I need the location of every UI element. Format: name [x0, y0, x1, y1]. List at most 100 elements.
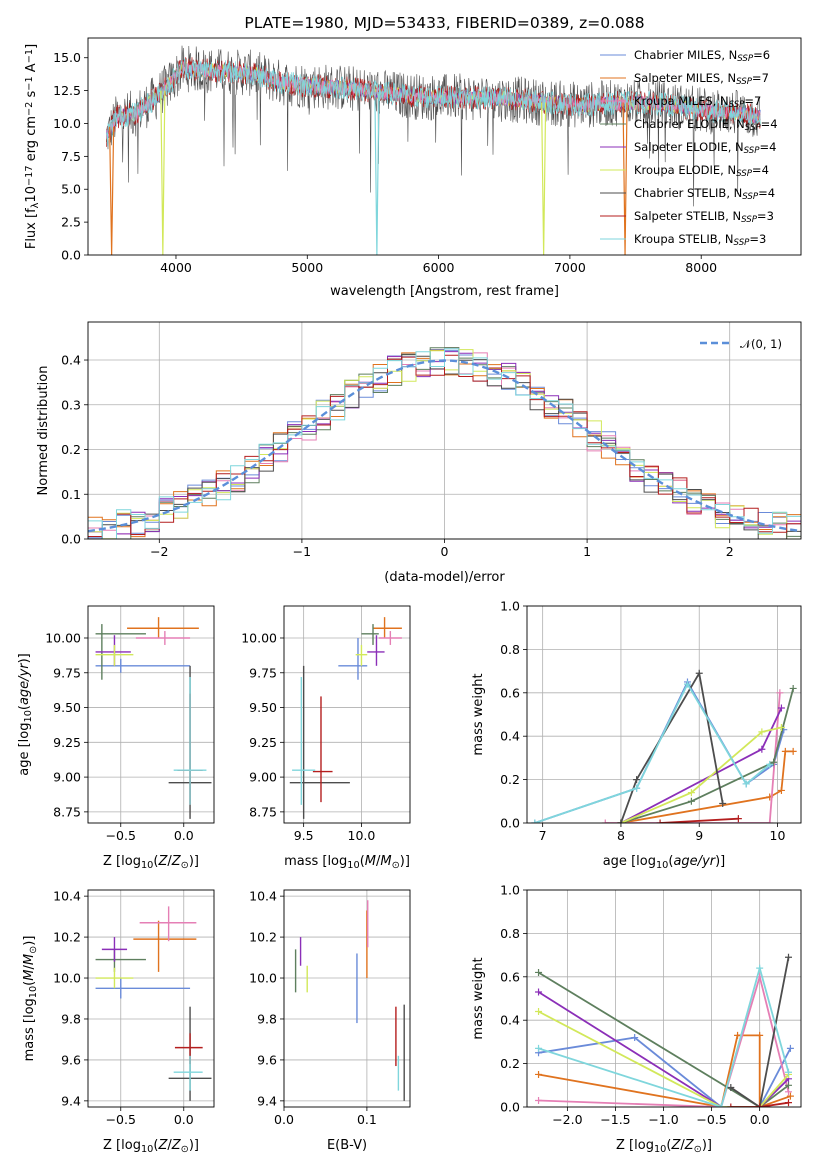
legend-entry: Salpeter MILES, NSSP=7: [634, 71, 769, 87]
weight-marker: [656, 819, 664, 823]
y-tick-label: 9.6: [61, 1052, 81, 1067]
x-tick-label: 5000: [291, 260, 323, 275]
axes-frame: [283, 889, 411, 1108]
weight-marker: [785, 1099, 793, 1107]
y-tick-label: 12.5: [53, 83, 81, 98]
weight-marker: [777, 704, 785, 712]
y-tick-label: 9.4: [257, 1093, 277, 1108]
x-tick-label: −1.0: [648, 1112, 678, 1127]
x-axis-label: age [log10(age/yr)]: [603, 854, 726, 871]
weight-line: [538, 964, 790, 1107]
x-tick-label: −0.5: [106, 828, 136, 843]
x-tick-label: 8: [617, 828, 625, 843]
y-tick-label: 0.6: [500, 685, 520, 700]
axes-frame: [87, 605, 215, 824]
y-tick-label: 9.00: [249, 770, 277, 785]
y-axis-label: mass weight: [471, 673, 486, 755]
y-tick-label: 0.0: [61, 532, 81, 547]
x-tick-label: −1: [293, 544, 311, 559]
weight-marker: [535, 1096, 543, 1104]
weight-marker: [785, 1068, 793, 1076]
x-tick-label: −0.5: [696, 1112, 726, 1127]
x-tick-label: 0: [441, 544, 449, 559]
axes-frame: [87, 889, 215, 1108]
x-tick-label: 7000: [554, 260, 586, 275]
weight-vs-age-panel: [523, 605, 802, 827]
x-tick-label: −2: [150, 544, 168, 559]
y-tick-label: 9.00: [53, 770, 81, 785]
y-tick-label: 0.0: [500, 816, 520, 831]
weight-marker: [734, 1031, 742, 1039]
y-tick-label: 10.0: [53, 971, 81, 986]
mass-vs-EBV-panel: [280, 889, 411, 1111]
y-tick-label: 0.2: [500, 772, 520, 787]
weight-marker: [789, 684, 797, 692]
x-tick-label: 6000: [423, 260, 455, 275]
weight-marker: [776, 689, 784, 697]
x-tick-label: 10: [770, 828, 786, 843]
x-tick-label: 0.0: [274, 1112, 294, 1127]
y-tick-label: 10.2: [249, 930, 277, 945]
weight-marker: [756, 964, 764, 972]
weight-line: [730, 1101, 789, 1107]
weight-marker: [758, 745, 766, 753]
errorbars: [95, 906, 212, 1101]
x-tick-label: 9: [695, 828, 703, 843]
weight-marker: [756, 1031, 764, 1039]
y-tick-label: 0.2: [500, 1056, 520, 1071]
spectrum-dropout: [160, 90, 166, 255]
spectrum-panel: Chabrier MILES, NSSP=6 Salpeter MILES, NS…: [84, 37, 802, 259]
x-axis-label: (data-model)/error: [384, 570, 505, 585]
mass-vs-Z-panel: [84, 889, 215, 1111]
x-tick-label: 7: [539, 828, 547, 843]
x-tick-label: 1: [583, 544, 591, 559]
y-tick-label: 0.6: [500, 969, 520, 984]
x-tick-label: 0.1: [357, 1112, 377, 1127]
y-tick-label: 7.5: [61, 149, 81, 164]
weight-marker: [789, 747, 797, 755]
y-tick-label: 0.2: [61, 442, 81, 457]
weight-marker: [727, 1083, 735, 1091]
weight-marker: [535, 1070, 543, 1078]
y-tick-label: 10.2: [53, 930, 81, 945]
legend-entry: Salpeter STELIB, NSSP=3: [634, 209, 774, 225]
y-tick-label: 8.75: [249, 804, 277, 819]
weight-marker: [535, 968, 543, 976]
weight-marker: [785, 953, 793, 961]
weight-marker: [785, 1081, 793, 1089]
y-tick-label: 10.4: [249, 889, 277, 904]
y-tick-label: 9.8: [257, 1011, 277, 1026]
weight-marker: [531, 819, 539, 823]
y-tick-label: 1.0: [500, 883, 520, 898]
y-axis-label: Normed distribution: [36, 366, 51, 496]
y-tick-label: 0.0: [61, 248, 81, 263]
y-tick-label: 0.8: [500, 926, 520, 941]
x-tick-label: 4000: [160, 260, 192, 275]
y-tick-label: 1.0: [500, 599, 520, 614]
weight-line: [538, 1010, 790, 1107]
weight-marker: [785, 1088, 793, 1096]
age-vs-mass-panel: [280, 605, 411, 827]
weight-marker: [633, 784, 641, 792]
x-tick-label: 2: [726, 544, 734, 559]
x-axis-label: Z [log10(Z/Z⊙)]: [103, 1138, 199, 1155]
weight-line: [660, 817, 739, 823]
spectrum-lines: [106, 45, 761, 255]
legend-entry: Chabrier ELODIE, NSSP=4: [634, 117, 778, 133]
weight-marker: [601, 819, 609, 823]
y-tick-label: 0.4: [61, 353, 81, 368]
weight-vs-Z-panel: [523, 889, 802, 1111]
weight-marker: [786, 1092, 794, 1100]
errorbars: [289, 617, 402, 819]
legend-entry: Kroupa STELIB, NSSP=3: [634, 232, 766, 248]
spectrum-dropout: [109, 126, 115, 255]
weight-marker: [734, 815, 742, 823]
weight-line: [620, 688, 795, 823]
weight-marker: [777, 786, 785, 794]
normal-curve: [88, 359, 801, 533]
axes-frame: [526, 605, 802, 824]
weight-marker: [695, 669, 703, 677]
y-axis-label: mass [log10(M/M⊙)]: [22, 936, 39, 1062]
